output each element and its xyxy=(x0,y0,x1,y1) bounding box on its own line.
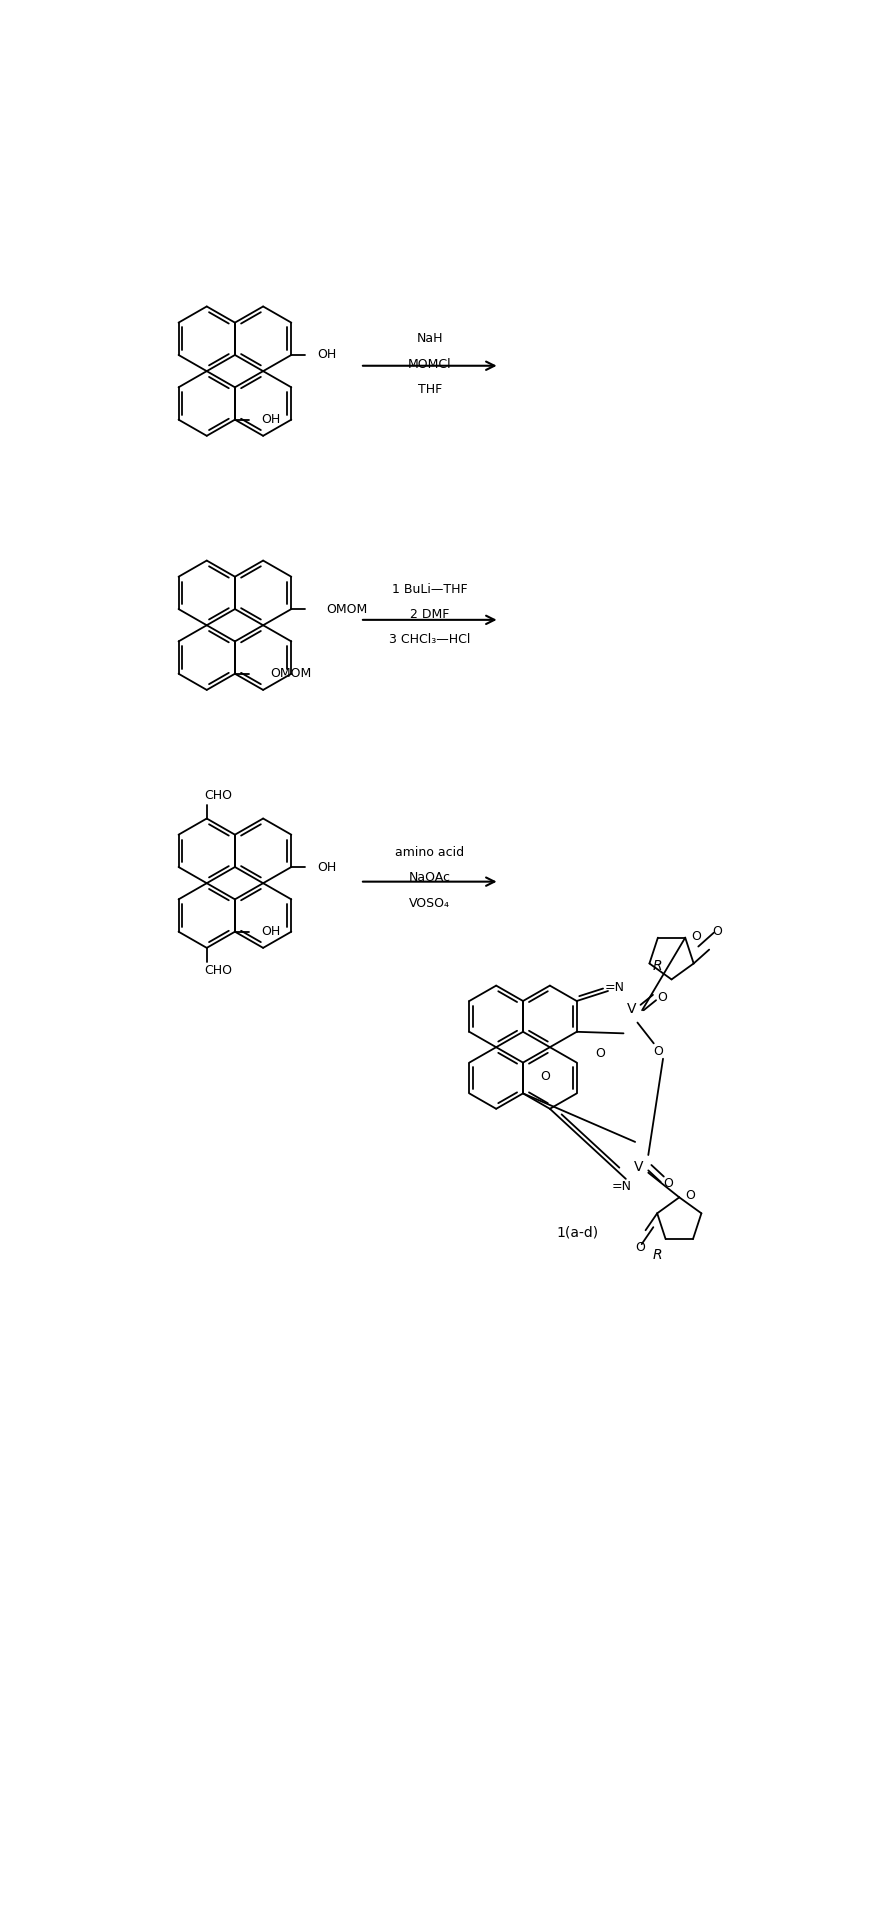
Text: O: O xyxy=(691,930,701,943)
Text: O: O xyxy=(635,1242,645,1253)
Text: O: O xyxy=(595,1047,605,1061)
Text: OH: OH xyxy=(318,348,337,362)
Text: =N: =N xyxy=(612,1180,632,1194)
Text: NaOAc: NaOAc xyxy=(409,872,451,884)
Text: VOSO₄: VOSO₄ xyxy=(409,897,451,911)
Text: OH: OH xyxy=(262,926,280,937)
Text: 2 DMF: 2 DMF xyxy=(410,608,450,622)
Text: O: O xyxy=(539,1070,549,1084)
Text: O: O xyxy=(712,924,722,937)
Text: O: O xyxy=(685,1190,695,1203)
Text: R: R xyxy=(653,959,662,972)
Text: OH: OH xyxy=(318,860,337,874)
Text: 3 CHCl₃—HCl: 3 CHCl₃—HCl xyxy=(389,633,470,647)
Text: R: R xyxy=(653,1247,663,1261)
Text: NaH: NaH xyxy=(417,333,443,345)
Text: 1 BuLi—THF: 1 BuLi—THF xyxy=(392,583,468,595)
Text: V: V xyxy=(634,1159,643,1174)
Text: O: O xyxy=(658,991,668,1003)
Text: 1(a-d): 1(a-d) xyxy=(556,1224,598,1240)
Text: =N: =N xyxy=(604,980,625,993)
Text: OMOM: OMOM xyxy=(326,603,367,616)
Text: O: O xyxy=(653,1045,663,1057)
Text: V: V xyxy=(626,1001,636,1016)
Text: O: O xyxy=(664,1176,674,1190)
Text: CHO: CHO xyxy=(204,789,232,803)
Text: CHO: CHO xyxy=(204,964,232,978)
Text: amino acid: amino acid xyxy=(395,845,464,859)
Text: MOMCl: MOMCl xyxy=(408,358,452,372)
Text: OH: OH xyxy=(262,414,280,425)
Text: THF: THF xyxy=(418,383,442,397)
Text: OMOM: OMOM xyxy=(270,668,311,680)
